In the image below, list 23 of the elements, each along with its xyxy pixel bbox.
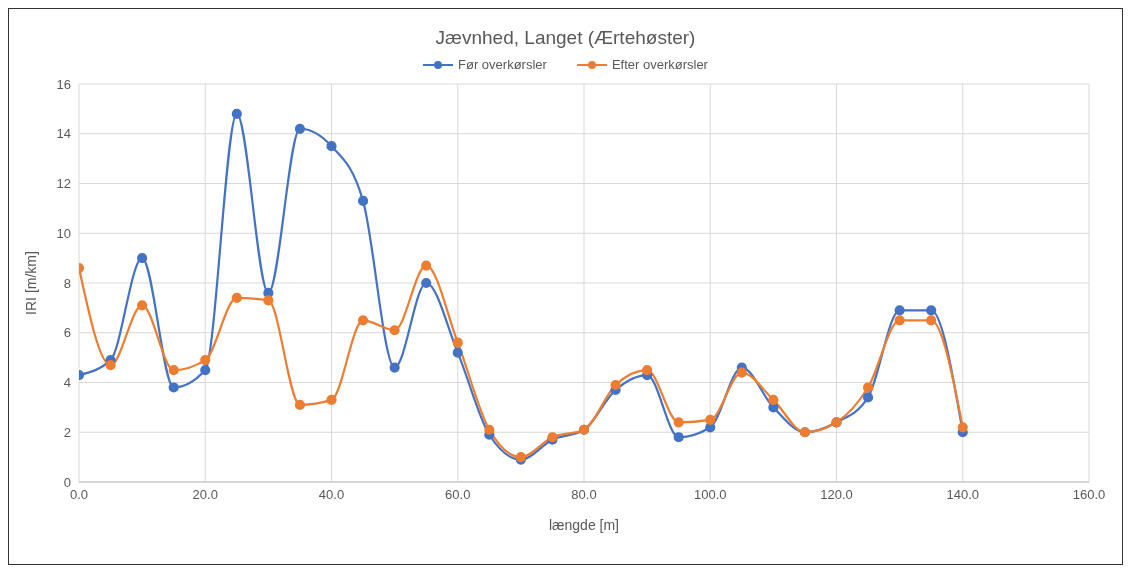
x-tick-label: 100.0	[693, 487, 727, 503]
x-tick-label: 120.0	[820, 487, 853, 503]
x-tick-label: 160.0	[1072, 487, 1106, 503]
y-tick-label: 6	[63, 325, 71, 341]
y-tick-label: 8	[63, 275, 71, 291]
chart-title: Jævnhed, Langet (Ærtehøster)	[434, 26, 697, 49]
x-tick-label: 40.0	[318, 487, 345, 503]
legend-label: Efter overkørsler	[611, 57, 708, 72]
y-tick-label: 12	[56, 176, 71, 192]
legend-label: Før overkørsler	[458, 57, 547, 72]
x-tick-label: 140.0	[946, 487, 980, 503]
y-tick-label: 0	[63, 474, 71, 490]
y-tick-label: 2	[63, 424, 71, 440]
x-axis-title: længde [m]	[548, 517, 620, 533]
x-tick-label: 20.0	[192, 487, 218, 503]
y-tick-label: 10	[56, 225, 71, 241]
x-tick-label: 0.0	[69, 487, 89, 503]
x-tick-label: 80.0	[571, 487, 597, 503]
y-axis-title: IRI [m/km]	[22, 251, 39, 315]
x-tick-label: 60.0	[445, 487, 471, 503]
y-tick-label: 16	[56, 76, 71, 92]
y-tick-label: 4	[63, 375, 71, 391]
y-tick-label: 14	[56, 126, 71, 142]
